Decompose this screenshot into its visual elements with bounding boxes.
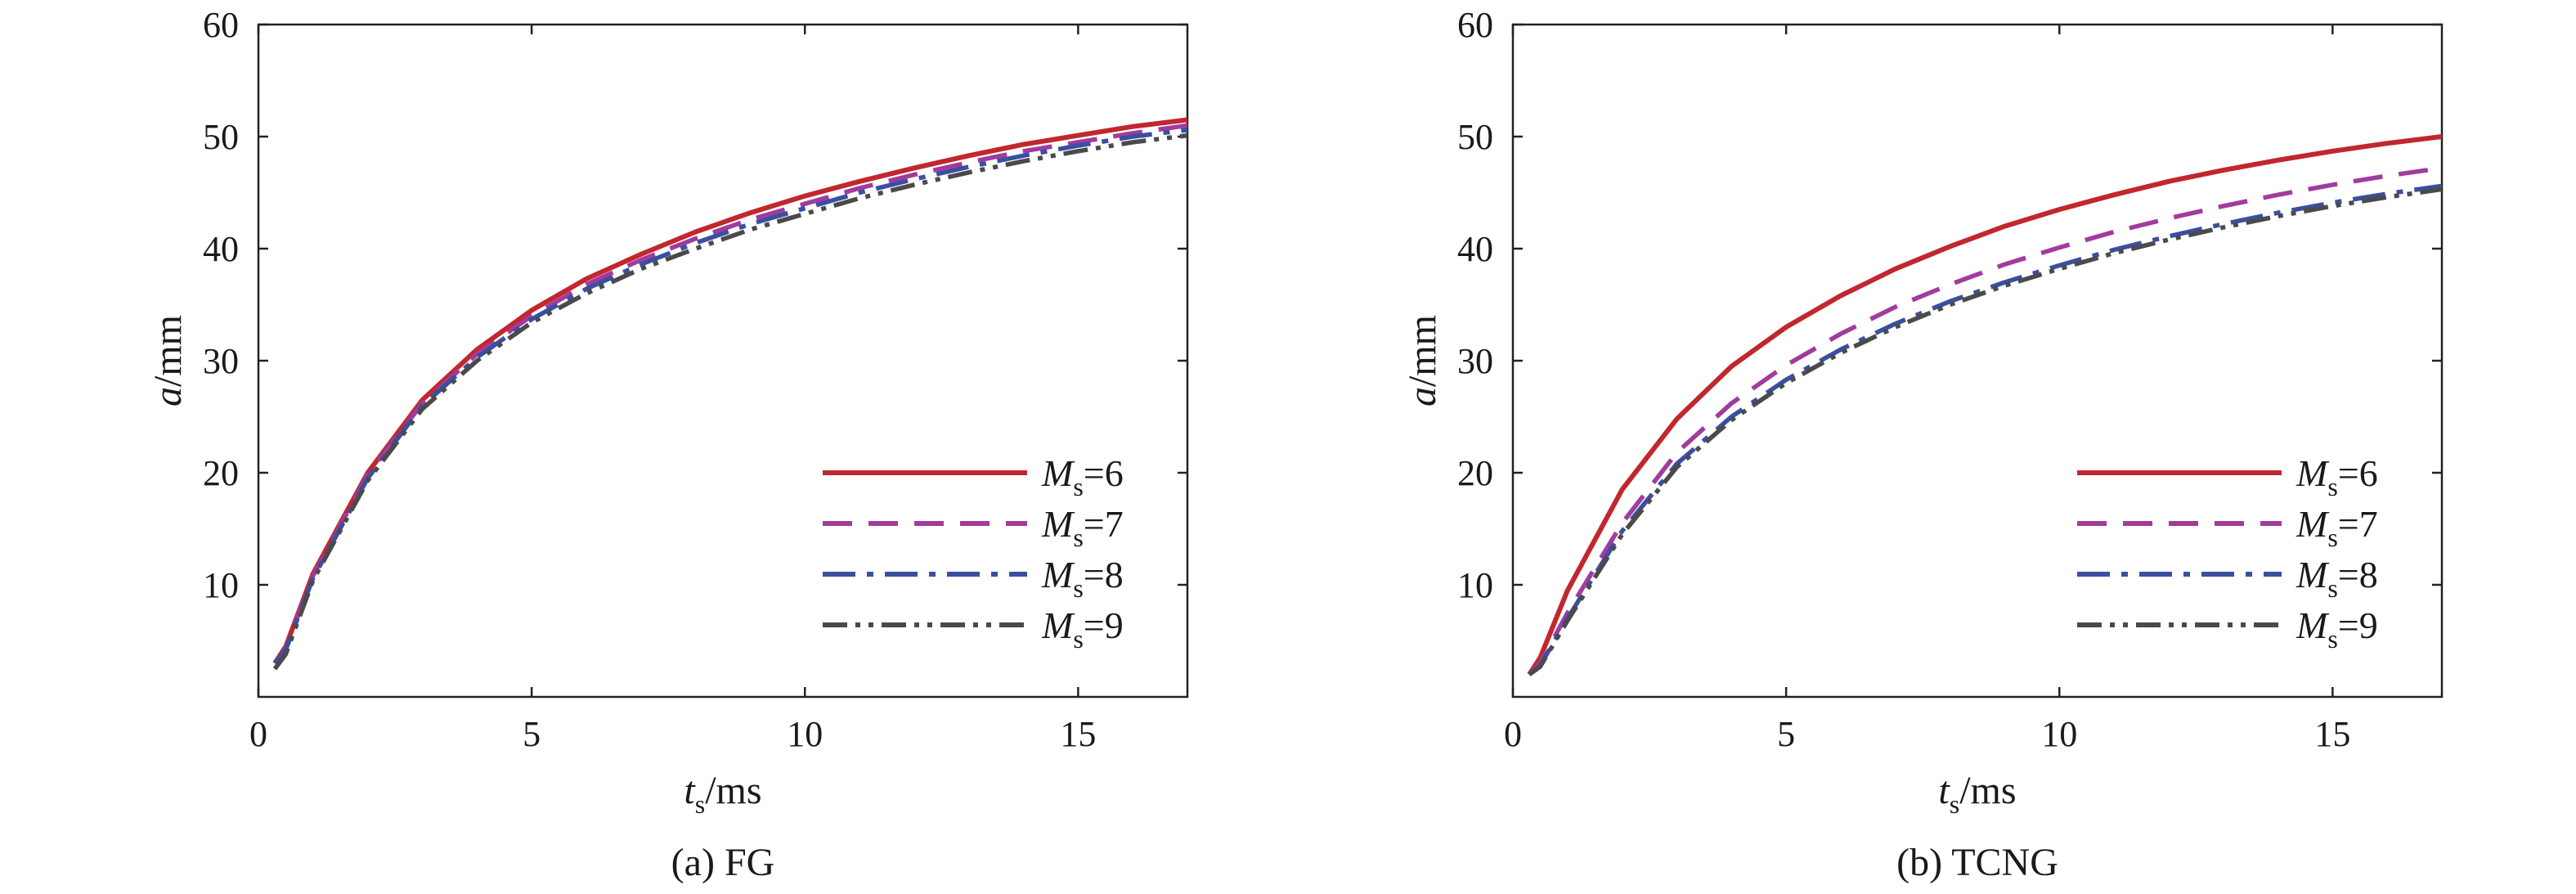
legend-label: Ms=8 <box>1041 554 1124 603</box>
panel-caption: (a) FG <box>671 841 775 884</box>
x-tick-label: 15 <box>1060 714 1096 754</box>
y-tick-label: 10 <box>203 565 239 605</box>
series-line-ms-8 <box>1528 183 2442 676</box>
x-tick-label: 0 <box>249 714 267 754</box>
y-tick-label: 50 <box>203 117 239 157</box>
y-tick-label: 10 <box>1457 565 1493 605</box>
x-tick-label: 10 <box>2041 714 2077 754</box>
y-tick-label: 20 <box>203 453 239 493</box>
legend-label: Ms=9 <box>1041 604 1124 654</box>
legend: Ms=6Ms=7Ms=8Ms=9 <box>823 452 1124 654</box>
y-tick-label: 40 <box>203 229 239 269</box>
legend-label: Ms=6 <box>2296 452 2378 501</box>
y-tick-label: 50 <box>1457 117 1493 157</box>
x-tick-label: 0 <box>1504 714 1522 754</box>
series-line-ms-7 <box>1528 165 2442 676</box>
x-axis-label: ts/ms <box>1938 769 2016 819</box>
plot-frame <box>1511 23 2444 699</box>
legend-label: Ms=8 <box>2296 554 2378 603</box>
y-axis-label: a/mm <box>146 315 190 407</box>
y-tick-label: 20 <box>1457 453 1493 493</box>
y-tick-label: 40 <box>1457 229 1493 269</box>
y-tick-label: 60 <box>1457 5 1493 45</box>
x-axis-label: ts/ms <box>684 769 761 819</box>
x-tick-label: 5 <box>1777 714 1795 754</box>
x-tick-label: 5 <box>523 714 541 754</box>
legend-label: Ms=6 <box>1041 452 1124 501</box>
legend-label: Ms=7 <box>1041 503 1124 552</box>
panel-caption: (b) TCNG <box>1896 841 2058 884</box>
y-axis-label: a/mm <box>1401 315 1444 407</box>
series-line-ms-9 <box>272 133 1187 671</box>
y-tick-label: 30 <box>1457 341 1493 381</box>
x-tick-label: 15 <box>2314 714 2350 754</box>
plot-frame <box>257 23 1189 699</box>
x-tick-label: 10 <box>787 714 823 754</box>
y-tick-label: 30 <box>203 341 239 381</box>
series-line-ms-6 <box>1527 134 2442 676</box>
legend-label: Ms=9 <box>2296 604 2378 654</box>
series-line-ms-9 <box>1528 186 2442 676</box>
y-tick-label: 60 <box>203 5 239 45</box>
legend-label: Ms=7 <box>2296 503 2378 552</box>
legend: Ms=6Ms=7Ms=8Ms=9 <box>2077 452 2378 654</box>
